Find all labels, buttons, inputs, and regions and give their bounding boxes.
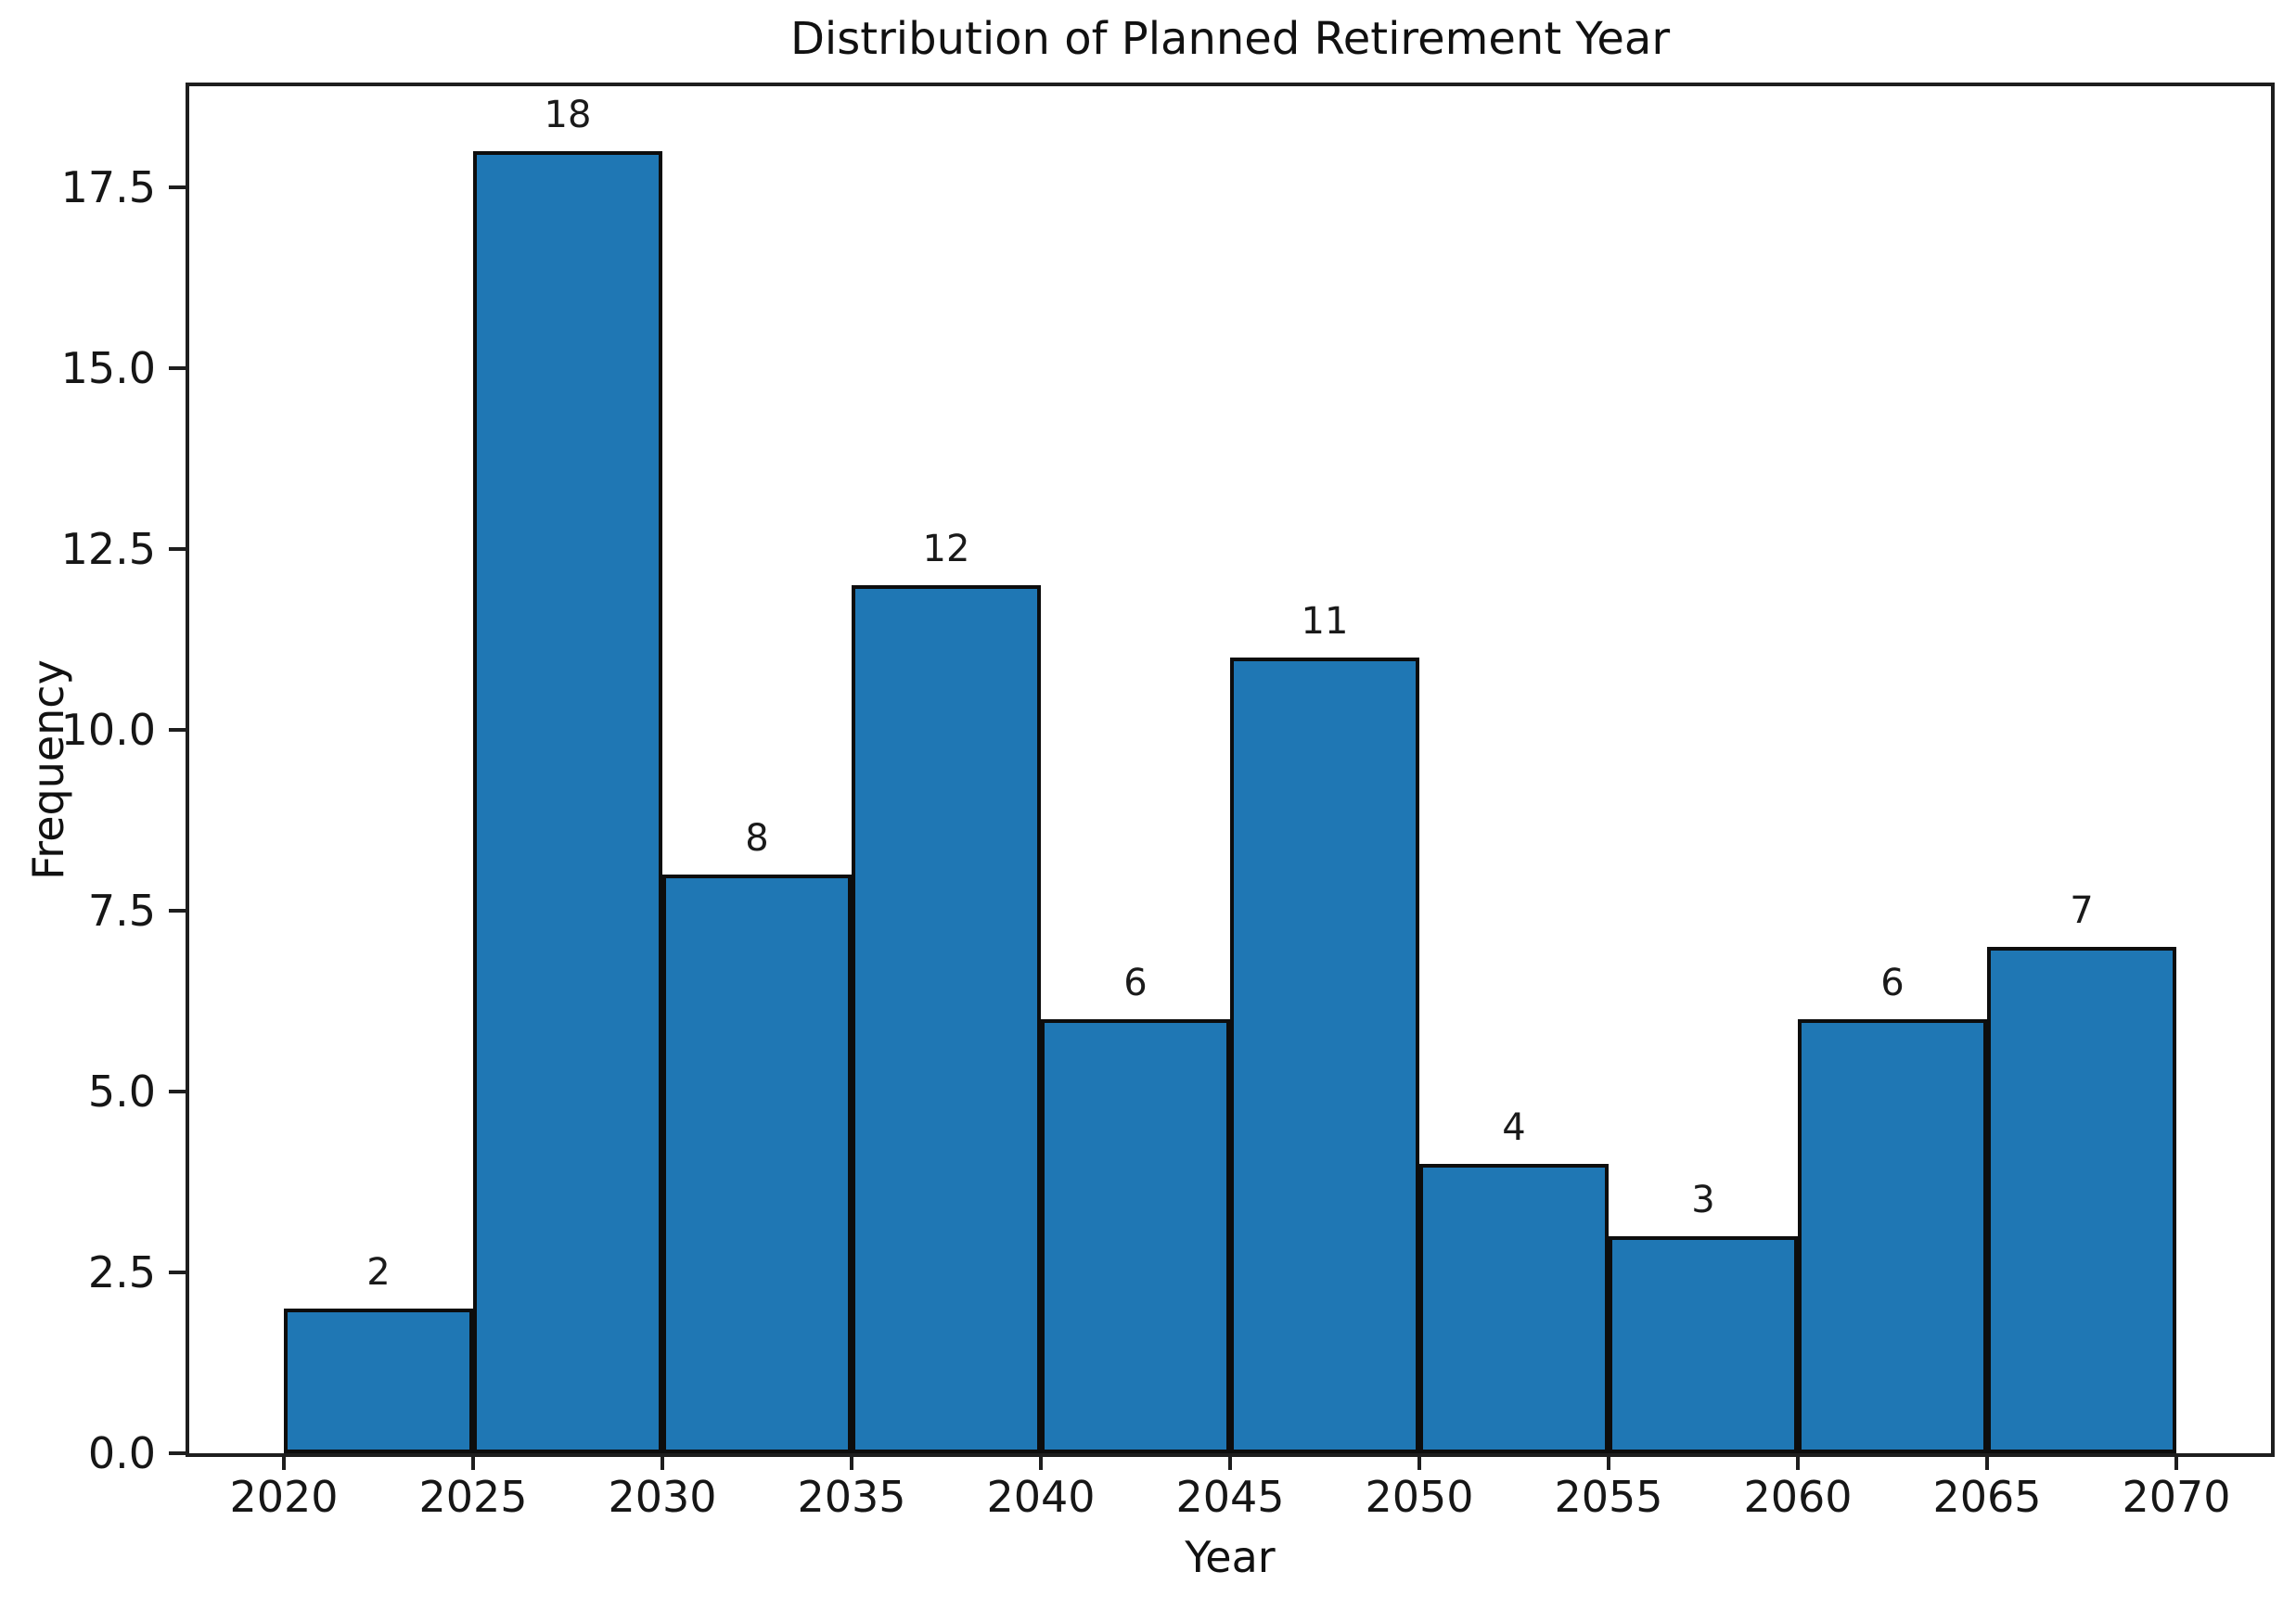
x-tick-mark <box>1417 1457 1421 1470</box>
bar-value-label: 11 <box>1301 600 1349 643</box>
histogram-bar <box>1609 1236 1798 1453</box>
y-tick-label: 5.0 <box>87 1067 156 1117</box>
x-tick-label: 2040 <box>986 1472 1096 1522</box>
x-tick-mark <box>471 1457 475 1470</box>
x-tick-label: 2045 <box>1175 1472 1285 1522</box>
x-tick-label: 2060 <box>1743 1472 1853 1522</box>
histogram-bar <box>852 585 1041 1453</box>
plot-area: 2 18 8 12 6 11 4 3 6 7 2020 2025 2030 2035 2040 2045 205… <box>61 83 2275 1522</box>
x-tick-mark <box>1607 1457 1610 1470</box>
histogram-bar <box>1798 1019 1987 1453</box>
histogram-bar <box>1230 658 1419 1453</box>
x-tick-mark <box>2174 1457 2178 1470</box>
y-tick-mark <box>169 185 186 189</box>
bar-value-label: 8 <box>745 817 769 860</box>
histogram-bar <box>1987 947 2176 1453</box>
x-tick-label: 2070 <box>2122 1472 2231 1522</box>
bar-value-label: 3 <box>1691 1179 1715 1221</box>
y-tick-label: 12.5 <box>60 524 156 574</box>
histogram-bar <box>1041 1019 1230 1453</box>
bar-value-label: 7 <box>2070 889 2094 932</box>
histogram-bar <box>662 875 852 1453</box>
y-tick-mark <box>169 909 186 913</box>
y-tick-mark <box>169 1271 186 1274</box>
y-tick-label: 15.0 <box>60 343 156 393</box>
y-tick-mark <box>169 1451 186 1455</box>
x-tick-label: 2025 <box>418 1472 528 1522</box>
x-tick-mark <box>1039 1457 1043 1470</box>
chart-title: Distribution of Planned Retirement Year <box>789 13 1671 65</box>
bar-value-label: 18 <box>544 94 592 136</box>
y-tick-mark <box>169 728 186 732</box>
x-tick-label: 2065 <box>1932 1472 2042 1522</box>
bar-value-label: 6 <box>1880 962 1905 1004</box>
x-tick-mark <box>661 1457 664 1470</box>
x-tick-mark <box>1985 1457 1989 1470</box>
y-axis-label: Frequency <box>23 659 73 880</box>
x-tick-mark <box>282 1457 286 1470</box>
bar-value-label: 4 <box>1502 1106 1526 1149</box>
y-tick-label: 10.0 <box>60 705 156 755</box>
x-tick-mark <box>850 1457 853 1470</box>
histogram-bar <box>473 151 662 1453</box>
y-tick-label: 0.0 <box>87 1428 156 1478</box>
x-tick-mark <box>1228 1457 1232 1470</box>
y-tick-mark <box>169 1090 186 1093</box>
bar-value-label: 12 <box>922 528 970 570</box>
x-tick-label: 2055 <box>1554 1472 1663 1522</box>
x-tick-label: 2035 <box>797 1472 906 1522</box>
y-tick-label: 7.5 <box>87 886 156 936</box>
x-tick-label: 2030 <box>608 1472 717 1522</box>
x-axis-label: Year <box>1185 1532 1276 1582</box>
y-tick-mark <box>169 547 186 551</box>
y-tick-label: 17.5 <box>60 162 156 212</box>
bar-value-label: 6 <box>1123 962 1148 1004</box>
y-tick-label: 2.5 <box>87 1247 156 1297</box>
x-tick-mark <box>1796 1457 1800 1470</box>
bar-value-label: 2 <box>366 1251 391 1294</box>
x-tick-label: 2050 <box>1365 1472 1474 1522</box>
x-tick-label: 2020 <box>229 1472 339 1522</box>
histogram-bar <box>1419 1164 1609 1453</box>
histogram-bar <box>284 1309 473 1453</box>
y-tick-mark <box>169 366 186 370</box>
